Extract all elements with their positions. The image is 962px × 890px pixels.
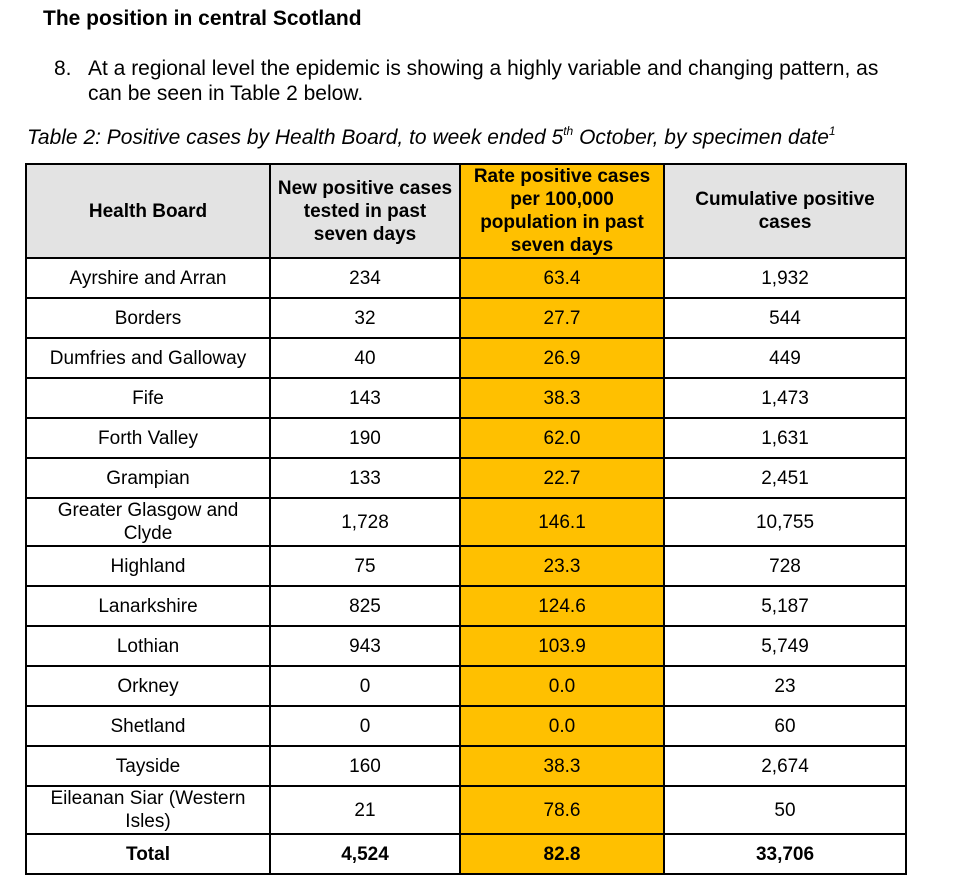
paragraph-number: 8. — [54, 57, 72, 80]
cell-new-cases: 943 — [269, 625, 461, 667]
table-body: Ayrshire and Arran 234 63.4 1,932 Borders 32 2… — [25, 257, 907, 835]
cell-health-board: Greater Glasgow and Clyde — [25, 497, 271, 547]
cell-health-board: Eileanan Siar (Western Isles) — [25, 785, 271, 835]
table-row: Shetland 0 0.0 60 — [25, 705, 907, 747]
cell-health-board: Dumfries and Galloway — [25, 337, 271, 379]
table-row: Lanarkshire 825 124.6 5,187 — [25, 585, 907, 627]
cell-new-cases: 133 — [269, 457, 461, 499]
table-row: Ayrshire and Arran 234 63.4 1,932 — [25, 257, 907, 299]
cell-rate: 63.4 — [459, 257, 665, 299]
table-row: Greater Glasgow and Clyde 1,728 146.1 10,75… — [25, 497, 907, 547]
cell-new-cases: 1,728 — [269, 497, 461, 547]
cell-cumulative: 10,755 — [663, 497, 907, 547]
section-heading: The position in central Scotland — [43, 7, 362, 30]
cell-rate: 103.9 — [459, 625, 665, 667]
cell-new-cases: 40 — [269, 337, 461, 379]
cell-new-cases: 0 — [269, 665, 461, 707]
table-row: Orkney 0 0.0 23 — [25, 665, 907, 707]
cell-health-board: Ayrshire and Arran — [25, 257, 271, 299]
cell-cumulative: 60 — [663, 705, 907, 747]
table-row: Fife 143 38.3 1,473 — [25, 377, 907, 419]
table-row: Grampian 133 22.7 2,451 — [25, 457, 907, 499]
cell-health-board: Lanarkshire — [25, 585, 271, 627]
cell-health-board: Shetland — [25, 705, 271, 747]
header-health-board: Health Board — [25, 163, 271, 259]
cell-health-board: Grampian — [25, 457, 271, 499]
cell-rate: 0.0 — [459, 665, 665, 707]
cell-cumulative: 1,932 — [663, 257, 907, 299]
cell-health-board: Forth Valley — [25, 417, 271, 459]
header-cumulative: Cumulative positive cases — [663, 163, 907, 259]
caption-footnote-ref: 1 — [828, 124, 836, 138]
cell-cumulative: 2,674 — [663, 745, 907, 787]
cell-cumulative: 1,631 — [663, 417, 907, 459]
caption-text-before: Table 2: Positive cases by Health Board,… — [27, 126, 564, 149]
header-rate: Rate positive cases per 100,000 populati… — [459, 163, 665, 259]
cell-rate: 146.1 — [459, 497, 665, 547]
cell-rate: 62.0 — [459, 417, 665, 459]
table-caption: Table 2: Positive cases by Health Board,… — [27, 124, 836, 150]
paragraph: 8. At a regional level the epidemic is s… — [54, 56, 888, 106]
table-row: Lothian 943 103.9 5,749 — [25, 625, 907, 667]
table-header-row: Health Board New positive cases tested i… — [25, 163, 907, 259]
table-row: Forth Valley 190 62.0 1,631 — [25, 417, 907, 459]
cell-new-cases: 825 — [269, 585, 461, 627]
total-cumulative: 33,706 — [663, 833, 907, 875]
cell-health-board: Tayside — [25, 745, 271, 787]
cell-health-board: Highland — [25, 545, 271, 587]
cell-rate: 23.3 — [459, 545, 665, 587]
caption-text-after: October, by specimen date — [573, 126, 829, 149]
cell-rate: 26.9 — [459, 337, 665, 379]
cell-health-board: Borders — [25, 297, 271, 339]
cell-cumulative: 2,451 — [663, 457, 907, 499]
cell-cumulative: 1,473 — [663, 377, 907, 419]
cell-new-cases: 234 — [269, 257, 461, 299]
cell-rate: 38.3 — [459, 377, 665, 419]
cell-new-cases: 190 — [269, 417, 461, 459]
cell-rate: 78.6 — [459, 785, 665, 835]
total-new-cases: 4,524 — [269, 833, 461, 875]
cell-health-board: Fife — [25, 377, 271, 419]
cell-new-cases: 32 — [269, 297, 461, 339]
table-row: Highland 75 23.3 728 — [25, 545, 907, 587]
cell-new-cases: 21 — [269, 785, 461, 835]
paragraph-text: At a regional level the epidemic is show… — [88, 57, 879, 105]
cell-new-cases: 160 — [269, 745, 461, 787]
table-row: Borders 32 27.7 544 — [25, 297, 907, 339]
cell-new-cases: 75 — [269, 545, 461, 587]
health-board-table: Health Board New positive cases tested i… — [25, 163, 907, 875]
caption-ordinal-suffix: th — [563, 124, 574, 138]
cell-rate: 27.7 — [459, 297, 665, 339]
cell-health-board: Orkney — [25, 665, 271, 707]
header-new-cases: New positive cases tested in past seven … — [269, 163, 461, 259]
total-rate: 82.8 — [459, 833, 665, 875]
cell-rate: 124.6 — [459, 585, 665, 627]
cell-cumulative: 544 — [663, 297, 907, 339]
table-row: Tayside 160 38.3 2,674 — [25, 745, 907, 787]
cell-rate: 0.0 — [459, 705, 665, 747]
cell-cumulative: 728 — [663, 545, 907, 587]
cell-rate: 38.3 — [459, 745, 665, 787]
total-label: Total — [25, 833, 271, 875]
cell-cumulative: 23 — [663, 665, 907, 707]
cell-rate: 22.7 — [459, 457, 665, 499]
cell-new-cases: 143 — [269, 377, 461, 419]
cell-health-board: Lothian — [25, 625, 271, 667]
cell-new-cases: 0 — [269, 705, 461, 747]
table-row: Dumfries and Galloway 40 26.9 449 — [25, 337, 907, 379]
cell-cumulative: 5,187 — [663, 585, 907, 627]
table-row: Eileanan Siar (Western Isles) 21 78.6 50 — [25, 785, 907, 835]
cell-cumulative: 449 — [663, 337, 907, 379]
total-row: Total 4,524 82.8 33,706 — [25, 833, 907, 875]
cell-cumulative: 50 — [663, 785, 907, 835]
cell-cumulative: 5,749 — [663, 625, 907, 667]
